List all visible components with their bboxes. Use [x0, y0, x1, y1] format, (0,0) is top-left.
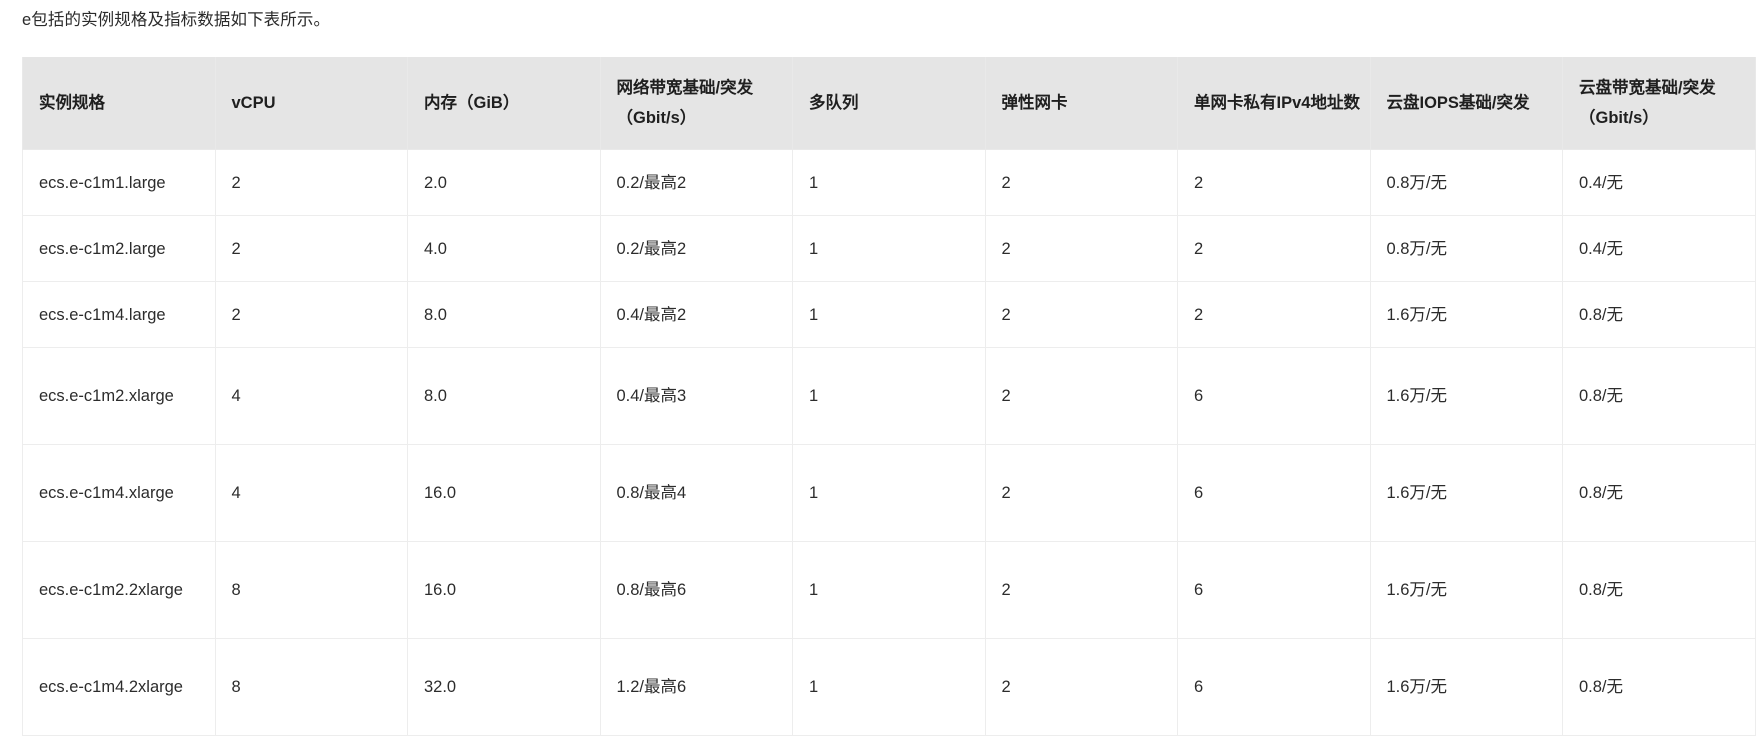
cell-disk-iops: 1.6万/无 — [1370, 347, 1563, 445]
cell-multi-queue: 1 — [792, 638, 986, 736]
cell-network-bandwidth: 1.2/最高6 — [600, 638, 793, 736]
cell-vcpu: 2 — [215, 281, 408, 348]
column-header-vcpu: vCPU — [215, 57, 408, 150]
cell-elastic-nic: 2 — [985, 347, 1178, 445]
cell-vcpu: 2 — [215, 149, 408, 216]
cell-disk-iops: 1.6万/无 — [1370, 541, 1563, 639]
cell-disk-iops: 1.6万/无 — [1370, 281, 1563, 348]
cell-private-ipv4-count: 6 — [1177, 444, 1371, 542]
cell-memory: 16.0 — [407, 541, 601, 639]
table-row: ecs.e-c1m1.large 2 2.0 0.2/最高2 1 2 2 0.8万/无 0.4/… — [22, 149, 1756, 216]
cell-memory: 2.0 — [407, 149, 601, 216]
cell-multi-queue: 1 — [792, 444, 986, 542]
cell-private-ipv4-count: 2 — [1177, 215, 1371, 282]
cell-private-ipv4-count: 6 — [1177, 347, 1371, 445]
cell-disk-bandwidth: 0.8/无 — [1562, 444, 1756, 542]
cell-instance-type: ecs.e-c1m4.large — [22, 281, 216, 348]
column-header-disk-bandwidth: 云盘带宽基础/突发（Gbit/s） — [1562, 57, 1756, 150]
cell-elastic-nic: 2 — [985, 215, 1178, 282]
cell-instance-type: ecs.e-c1m2.large — [22, 215, 216, 282]
cell-vcpu: 8 — [215, 541, 408, 639]
cell-disk-iops: 0.8万/无 — [1370, 215, 1563, 282]
cell-private-ipv4-count: 2 — [1177, 149, 1371, 216]
column-header-memory: 内存（GiB） — [407, 57, 601, 150]
cell-disk-iops: 1.6万/无 — [1370, 444, 1563, 542]
cell-disk-bandwidth: 0.8/无 — [1562, 541, 1756, 639]
table-row: ecs.e-c1m4.2xlarge 8 32.0 1.2/最高6 1 2 6 1.6万/无 0… — [22, 638, 1756, 736]
column-header-multi-queue: 多队列 — [792, 57, 986, 150]
cell-vcpu: 2 — [215, 215, 408, 282]
cell-private-ipv4-count: 6 — [1177, 638, 1371, 736]
cell-multi-queue: 1 — [792, 541, 986, 639]
table-row: ecs.e-c1m2.large 2 4.0 0.2/最高2 1 2 2 0.8万/无 0.4/… — [22, 215, 1756, 282]
cell-disk-bandwidth: 0.8/无 — [1562, 281, 1756, 348]
cell-elastic-nic: 2 — [985, 541, 1178, 639]
table-body: ecs.e-c1m1.large 2 2.0 0.2/最高2 1 2 2 0.8万/无 0.4/… — [22, 149, 1756, 736]
cell-disk-bandwidth: 0.8/无 — [1562, 638, 1756, 736]
intro-paragraph: e包括的实例规格及指标数据如下表所示。 — [22, 11, 331, 29]
cell-disk-iops: 0.8万/无 — [1370, 149, 1563, 216]
cell-multi-queue: 1 — [792, 281, 986, 348]
column-header-private-ipv4-count: 单网卡私有IPv4地址数 — [1177, 57, 1371, 150]
column-header-disk-iops: 云盘IOPS基础/突发 — [1370, 57, 1563, 150]
table-row: ecs.e-c1m4.large 2 8.0 0.4/最高2 1 2 2 1.6万/无 0.8/… — [22, 281, 1756, 348]
cell-memory: 8.0 — [407, 281, 601, 348]
cell-instance-type: ecs.e-c1m4.xlarge — [22, 444, 216, 542]
cell-memory: 4.0 — [407, 215, 601, 282]
cell-vcpu: 8 — [215, 638, 408, 736]
cell-memory: 32.0 — [407, 638, 601, 736]
cell-instance-type: ecs.e-c1m4.2xlarge — [22, 638, 216, 736]
column-header-network-bandwidth: 网络带宽基础/突发（Gbit/s） — [600, 57, 793, 150]
cell-network-bandwidth: 0.8/最高4 — [600, 444, 793, 542]
cell-disk-bandwidth: 0.8/无 — [1562, 347, 1756, 445]
instance-spec-table: 实例规格 vCPU 内存（GiB） 网络带宽基础/突发（Gbit/s） 多队列 … — [22, 57, 1756, 736]
table-row: ecs.e-c1m4.xlarge 4 16.0 0.8/最高4 1 2 6 1.6万/无 0.… — [22, 444, 1756, 542]
cell-network-bandwidth: 0.4/最高2 — [600, 281, 793, 348]
cell-memory: 16.0 — [407, 444, 601, 542]
cell-multi-queue: 1 — [792, 149, 986, 216]
cell-vcpu: 4 — [215, 347, 408, 445]
cell-vcpu: 4 — [215, 444, 408, 542]
cell-elastic-nic: 2 — [985, 444, 1178, 542]
cell-multi-queue: 1 — [792, 215, 986, 282]
cell-elastic-nic: 2 — [985, 149, 1178, 216]
column-header-elastic-nic: 弹性网卡 — [985, 57, 1178, 150]
cell-multi-queue: 1 — [792, 347, 986, 445]
cell-instance-type: ecs.e-c1m1.large — [22, 149, 216, 216]
cell-disk-bandwidth: 0.4/无 — [1562, 149, 1756, 216]
cell-disk-bandwidth: 0.4/无 — [1562, 215, 1756, 282]
column-header-instance-type: 实例规格 — [22, 57, 216, 150]
cell-elastic-nic: 2 — [985, 638, 1178, 736]
table-header-row: 实例规格 vCPU 内存（GiB） 网络带宽基础/突发（Gbit/s） 多队列 … — [22, 57, 1756, 150]
spec-table-container: 实例规格 vCPU 内存（GiB） 网络带宽基础/突发（Gbit/s） 多队列 … — [22, 57, 1756, 736]
cell-network-bandwidth: 0.4/最高3 — [600, 347, 793, 445]
cell-private-ipv4-count: 6 — [1177, 541, 1371, 639]
cell-memory: 8.0 — [407, 347, 601, 445]
cell-instance-type: ecs.e-c1m2.2xlarge — [22, 541, 216, 639]
cell-elastic-nic: 2 — [985, 281, 1178, 348]
cell-private-ipv4-count: 2 — [1177, 281, 1371, 348]
table-row: ecs.e-c1m2.2xlarge 8 16.0 0.8/最高6 1 2 6 1.6万/无 0… — [22, 541, 1756, 639]
cell-disk-iops: 1.6万/无 — [1370, 638, 1563, 736]
cell-network-bandwidth: 0.2/最高2 — [600, 149, 793, 216]
table-header: 实例规格 vCPU 内存（GiB） 网络带宽基础/突发（Gbit/s） 多队列 … — [22, 57, 1756, 150]
table-row: ecs.e-c1m2.xlarge 4 8.0 0.4/最高3 1 2 6 1.6万/无 0.8… — [22, 347, 1756, 445]
cell-network-bandwidth: 0.2/最高2 — [600, 215, 793, 282]
cell-network-bandwidth: 0.8/最高6 — [600, 541, 793, 639]
cell-instance-type: ecs.e-c1m2.xlarge — [22, 347, 216, 445]
